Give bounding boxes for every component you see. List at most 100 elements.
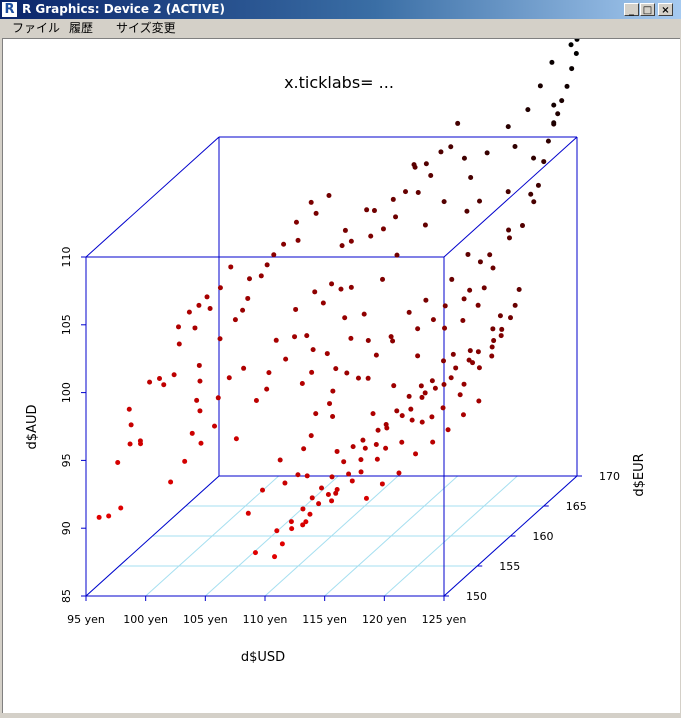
data-point xyxy=(307,511,313,517)
data-point xyxy=(292,334,298,340)
data-point xyxy=(461,296,467,302)
data-point xyxy=(240,307,246,313)
data-point xyxy=(419,394,425,400)
data-point xyxy=(204,294,210,300)
data-point xyxy=(106,513,112,519)
data-point xyxy=(470,360,476,366)
data-point xyxy=(441,199,447,205)
data-point xyxy=(283,356,289,362)
plot-canvas: x.ticklabs= ... d$USD d$AUD d$EUR 95 yen… xyxy=(2,32,680,714)
data-point xyxy=(373,442,379,448)
data-point xyxy=(448,144,454,150)
data-point xyxy=(228,264,234,270)
data-point xyxy=(545,138,551,144)
data-point xyxy=(537,83,543,89)
y-tick-label: 170 xyxy=(599,470,620,483)
data-point xyxy=(370,411,376,417)
data-point xyxy=(233,436,239,442)
data-point xyxy=(325,492,331,498)
window-titlebar[interactable]: R R Graphics: Device 2 (ACTIVE) _ □ × xyxy=(0,0,681,19)
data-point xyxy=(333,490,339,496)
data-point xyxy=(182,458,188,464)
data-point xyxy=(430,317,436,323)
menu-resize[interactable]: サイズ変更 xyxy=(116,21,176,35)
data-point xyxy=(505,124,511,130)
data-point xyxy=(541,159,547,165)
data-point xyxy=(394,408,400,414)
data-point xyxy=(528,191,534,197)
data-point xyxy=(212,423,218,429)
data-point xyxy=(391,383,397,389)
data-point xyxy=(329,281,335,287)
data-point xyxy=(573,51,579,57)
data-point xyxy=(432,385,438,391)
x-axis-label: d$USD xyxy=(241,650,285,665)
data-point xyxy=(348,335,354,341)
menu-history[interactable]: 履歴 xyxy=(69,21,94,35)
status-bar xyxy=(0,713,681,717)
window-title: R Graphics: Device 2 (ACTIVE) xyxy=(22,2,225,16)
data-point xyxy=(171,372,177,378)
data-point xyxy=(362,445,368,451)
data-point xyxy=(461,381,467,387)
x-tick-label: 105 yen xyxy=(183,613,228,626)
z-tick-label: 90 xyxy=(60,521,73,535)
data-point xyxy=(309,495,315,501)
data-point xyxy=(375,427,381,433)
z-tick-label: 85 xyxy=(60,589,73,603)
data-point xyxy=(564,83,570,89)
data-point xyxy=(455,120,461,126)
x-tick-label: 115 yen xyxy=(302,613,347,626)
data-point xyxy=(245,510,251,516)
data-point xyxy=(361,311,367,317)
data-point xyxy=(406,393,412,399)
data-point xyxy=(430,439,436,445)
data-point xyxy=(198,440,204,446)
data-point xyxy=(497,313,503,319)
data-point xyxy=(348,284,354,290)
data-point xyxy=(394,252,400,258)
data-point xyxy=(338,286,344,292)
data-point xyxy=(196,302,202,308)
data-point xyxy=(449,276,455,282)
data-point xyxy=(475,302,481,308)
plot-box-edge xyxy=(85,136,220,258)
data-point xyxy=(246,276,252,282)
close-button[interactable]: × xyxy=(658,3,673,16)
data-point xyxy=(241,365,247,371)
data-point xyxy=(157,376,163,382)
data-point xyxy=(379,481,385,487)
data-point xyxy=(272,554,278,560)
data-point xyxy=(319,485,325,491)
data-point xyxy=(303,519,309,525)
data-point xyxy=(295,237,301,243)
data-point xyxy=(512,144,518,150)
data-point xyxy=(506,235,512,241)
data-point xyxy=(282,480,288,486)
data-point xyxy=(197,408,203,414)
data-point xyxy=(450,351,456,357)
data-point xyxy=(399,439,405,445)
data-point xyxy=(484,150,490,156)
y-axis-label: d$EUR xyxy=(632,453,647,496)
data-point xyxy=(342,227,348,233)
data-point xyxy=(569,66,575,72)
data-point xyxy=(274,528,280,534)
data-point xyxy=(348,238,354,244)
maximize-button[interactable]: □ xyxy=(640,3,655,16)
data-point xyxy=(313,210,319,216)
data-point xyxy=(316,501,322,507)
data-point xyxy=(555,111,561,117)
data-point xyxy=(423,297,429,303)
menu-file[interactable]: ファイル xyxy=(12,21,61,35)
data-point xyxy=(312,289,318,295)
data-point xyxy=(308,433,314,439)
data-point xyxy=(253,398,259,404)
z-axis-label: d$AUD xyxy=(25,405,40,450)
data-point xyxy=(226,375,232,381)
data-point xyxy=(568,42,574,48)
data-point xyxy=(363,495,369,501)
minimize-button[interactable]: _ xyxy=(624,3,639,16)
menu-bar: ファイル 履歴 サイズ変更 xyxy=(0,19,681,38)
data-point xyxy=(438,149,444,155)
